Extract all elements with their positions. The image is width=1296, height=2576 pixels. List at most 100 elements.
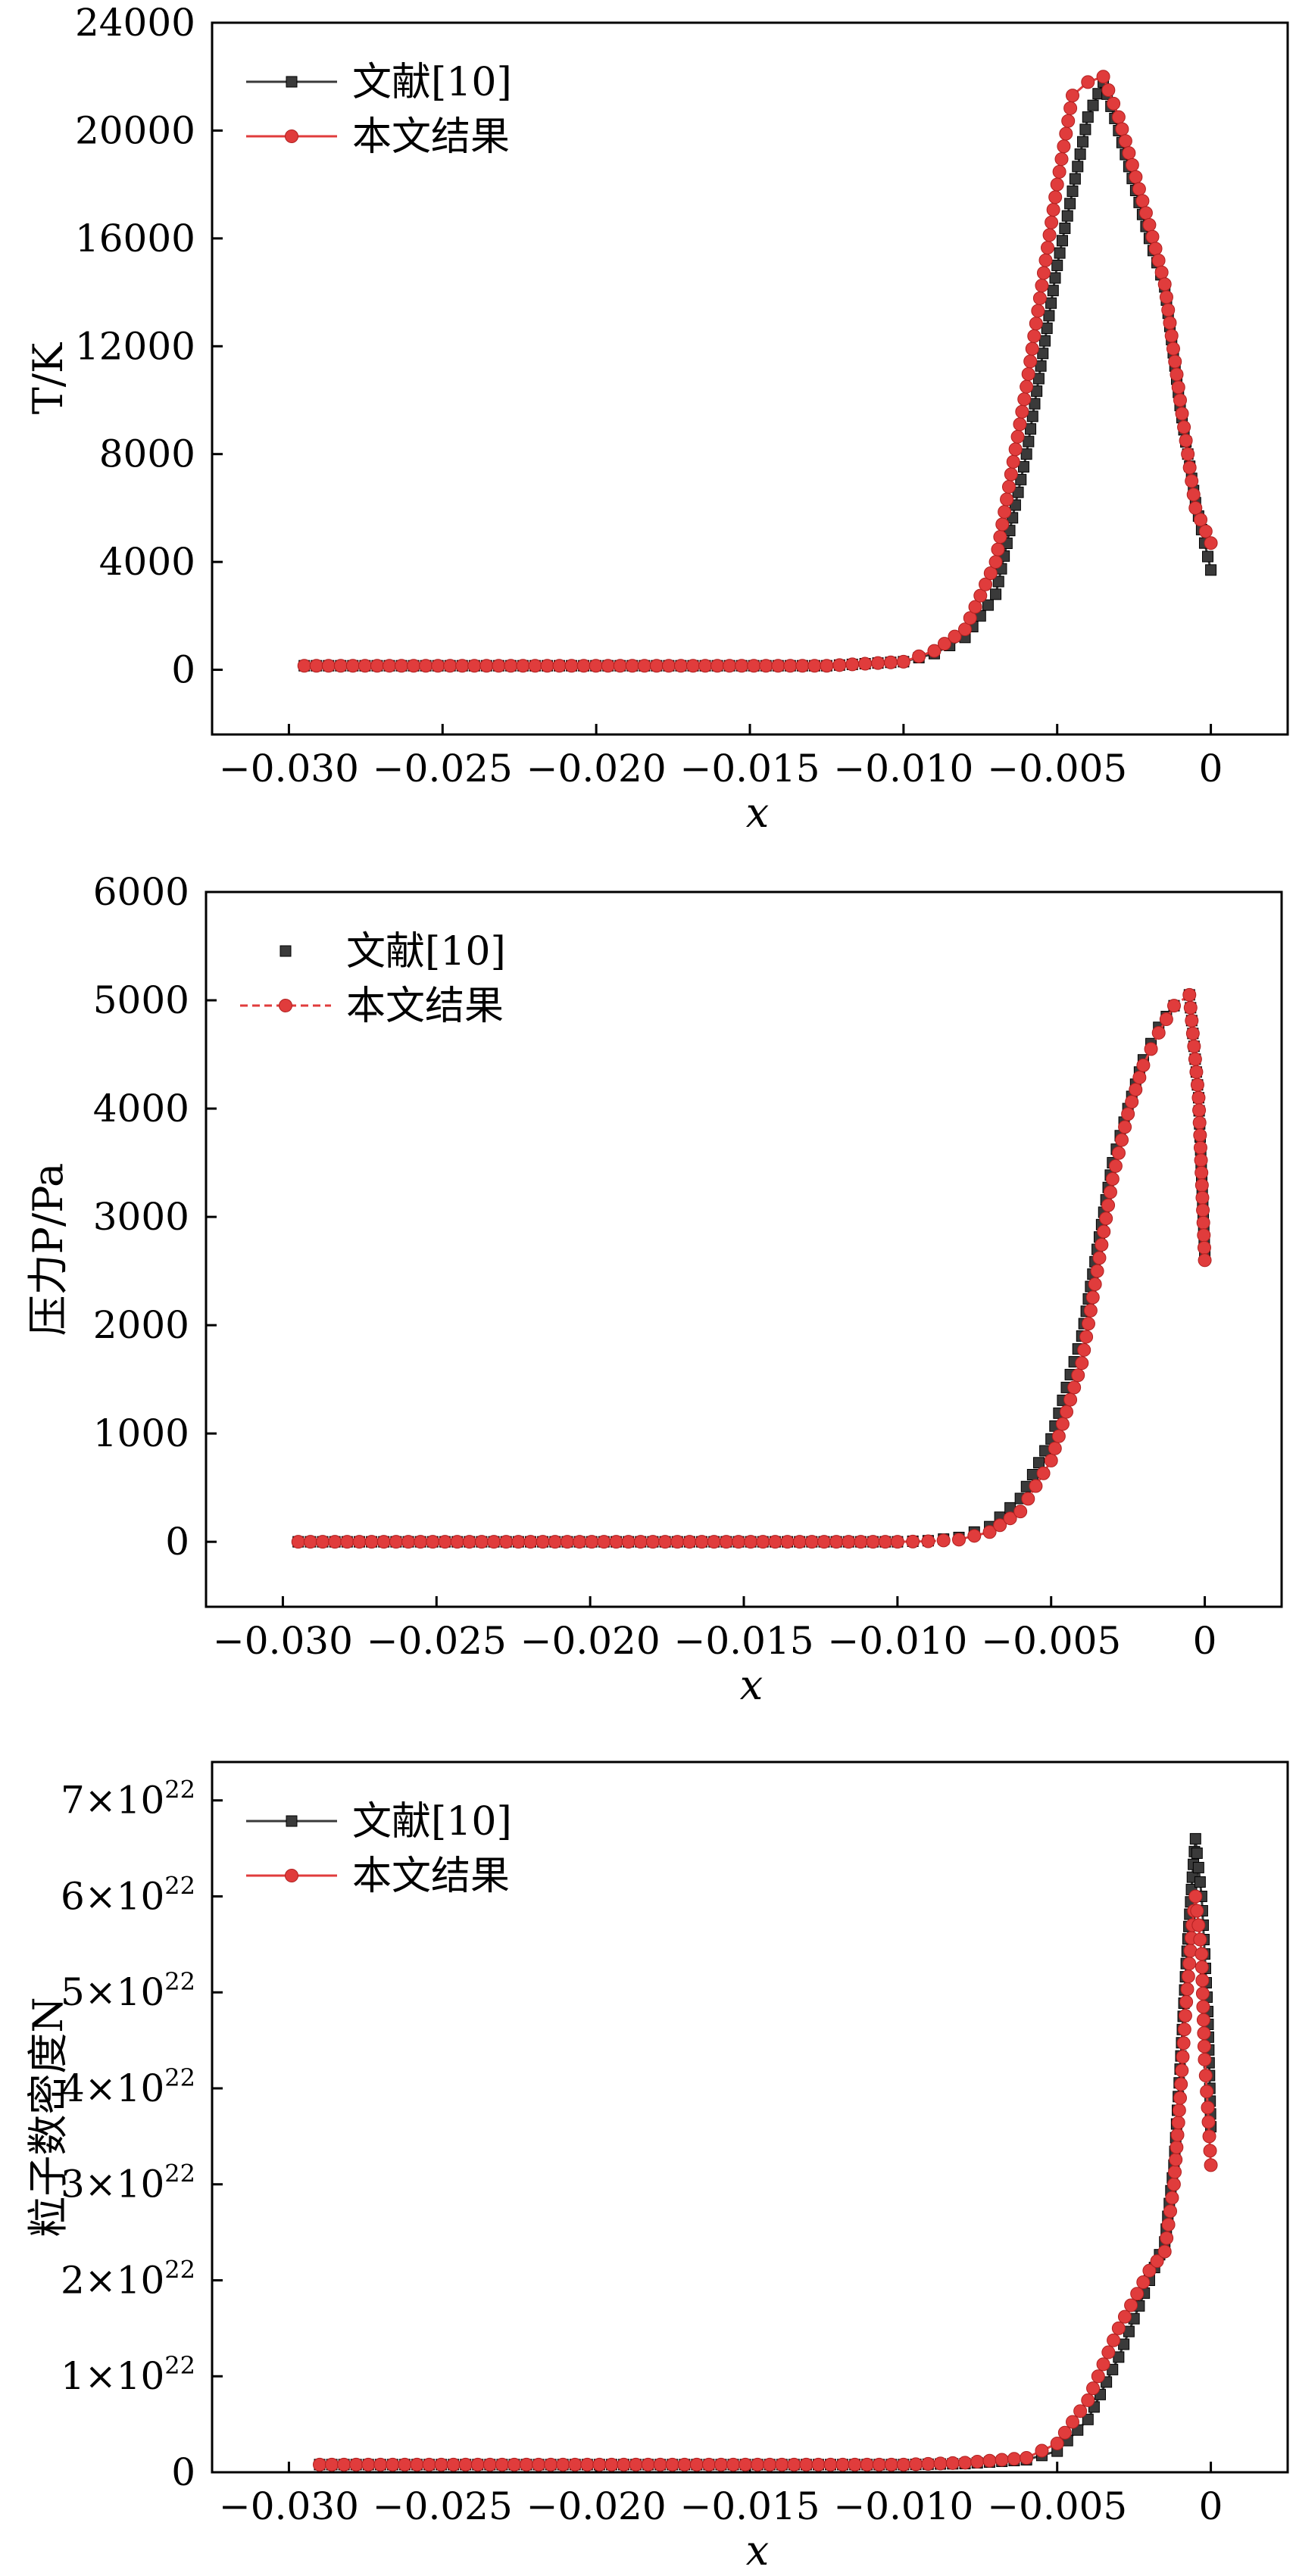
series-marker: [1190, 1904, 1204, 1918]
series-marker: [1177, 420, 1191, 435]
series-marker: [443, 659, 458, 673]
series-marker: [1122, 146, 1136, 161]
series-marker: [316, 1535, 330, 1549]
series-marker: [1171, 380, 1185, 395]
y-tick-label: 24000: [75, 1, 195, 45]
series-marker: [792, 1535, 807, 1549]
series-marker: [1049, 272, 1061, 284]
series-marker: [580, 2457, 595, 2472]
series-marker: [321, 659, 336, 673]
series-marker: [871, 656, 885, 670]
series-marker: [1063, 101, 1078, 115]
y-tick-label: 6000: [93, 870, 189, 914]
series-marker: [1182, 460, 1197, 475]
data-point: [1173, 2091, 1187, 2105]
x-tick-label: −0.020: [520, 1619, 660, 1663]
series-marker: [1074, 148, 1086, 161]
legend-label: 文献[10]: [352, 60, 512, 105]
series-marker: [1017, 461, 1029, 473]
series-marker: [995, 517, 1010, 532]
series-marker: [1096, 2357, 1110, 2372]
data-point: [1204, 536, 1218, 550]
y-tick-label: 0: [171, 2450, 195, 2494]
series-marker: [1175, 407, 1189, 421]
y-tick-mantissa: 3×10: [61, 2163, 164, 2206]
series-marker: [1179, 433, 1193, 448]
series-marker: [1196, 2000, 1210, 2014]
series-marker: [665, 2457, 679, 2472]
series-marker: [609, 1535, 623, 1549]
series-marker: [1161, 2217, 1176, 2231]
series-marker: [548, 1535, 562, 1549]
y-tick-exponent: 22: [164, 2160, 195, 2188]
data-point: [921, 1534, 935, 1548]
series-marker: [1115, 1133, 1129, 1147]
series-marker: [1015, 404, 1029, 419]
series-marker: [1092, 1251, 1107, 1265]
series-marker: [685, 659, 700, 673]
series-marker: [858, 656, 873, 671]
series-marker: [345, 659, 360, 673]
series-marker: [1047, 285, 1059, 297]
series-marker: [589, 659, 603, 673]
series-marker: [1087, 99, 1099, 111]
series-marker: [1054, 152, 1069, 167]
data-point: [1013, 1505, 1028, 1519]
series-marker: [1138, 206, 1153, 220]
series-reference: [314, 1832, 1217, 2471]
series-marker: [707, 1535, 721, 1549]
series-marker: [1000, 492, 1014, 507]
series-marker: [1015, 473, 1027, 485]
data-point: [1096, 70, 1110, 84]
series-marker: [682, 1535, 697, 1549]
series-marker: [1032, 291, 1047, 305]
series-marker: [731, 1535, 745, 1549]
series-marker: [645, 1535, 660, 1549]
series-marker: [1072, 161, 1084, 173]
series-marker: [431, 659, 445, 673]
series-marker: [1037, 348, 1049, 360]
series-marker: [395, 659, 409, 673]
data-point: [1075, 1356, 1089, 1371]
series-marker: [373, 2457, 388, 2472]
x-axis-label: x: [746, 789, 769, 837]
series-marker: [780, 1535, 795, 1549]
pressure-chart: −0.030 −0.025 −0.020 −0.015 −0.010 −0.005 0 0 10…: [24, 870, 1283, 1709]
series-marker: [649, 659, 664, 673]
series-marker: [482, 2457, 497, 2472]
series-marker: [1010, 429, 1025, 444]
data-point: [1179, 1994, 1194, 2009]
series-marker: [968, 600, 982, 614]
series-marker: [1198, 524, 1213, 538]
series-marker: [1187, 1039, 1201, 1053]
series-marker: [361, 2457, 376, 2472]
series-marker: [1101, 2345, 1116, 2359]
series-marker: [625, 659, 639, 673]
series-marker: [568, 2457, 582, 2472]
series-marker: [1099, 1212, 1113, 1226]
series-marker: [1103, 1185, 1117, 1199]
series-marker: [1045, 215, 1059, 229]
series-marker: [807, 659, 822, 673]
series-marker: [695, 1535, 709, 1549]
series-marker: [1118, 134, 1132, 148]
data-point: [1201, 2100, 1215, 2115]
series-marker: [1027, 329, 1041, 343]
legend-label: 本文结果: [352, 1854, 510, 1899]
series-marker: [1035, 2443, 1049, 2458]
series-marker: [1190, 1077, 1204, 1092]
series-marker: [1188, 1052, 1202, 1066]
series-marker: [1185, 1026, 1200, 1040]
series-marker: [1193, 1932, 1207, 1947]
series-this-work: [313, 1889, 1218, 2472]
series-marker: [1061, 210, 1073, 222]
series-marker: [1151, 254, 1166, 268]
data-point: [1050, 177, 1064, 192]
series-marker: [1144, 1042, 1158, 1056]
series-marker: [389, 1535, 403, 1549]
series-marker: [832, 658, 847, 672]
series-marker: [552, 659, 567, 673]
x-tick-label: −0.015: [673, 1619, 814, 1663]
series-marker: [1201, 2115, 1216, 2129]
series-marker: [1195, 1986, 1210, 2001]
